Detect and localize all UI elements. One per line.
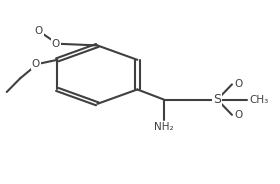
Text: CH₃: CH₃ bbox=[249, 95, 269, 105]
Text: O: O bbox=[234, 110, 242, 120]
Text: O: O bbox=[234, 79, 242, 89]
Text: O: O bbox=[52, 39, 60, 49]
Text: NH₂: NH₂ bbox=[154, 123, 174, 132]
Text: O: O bbox=[35, 26, 43, 36]
Text: S: S bbox=[213, 93, 221, 106]
Text: O: O bbox=[32, 59, 40, 69]
